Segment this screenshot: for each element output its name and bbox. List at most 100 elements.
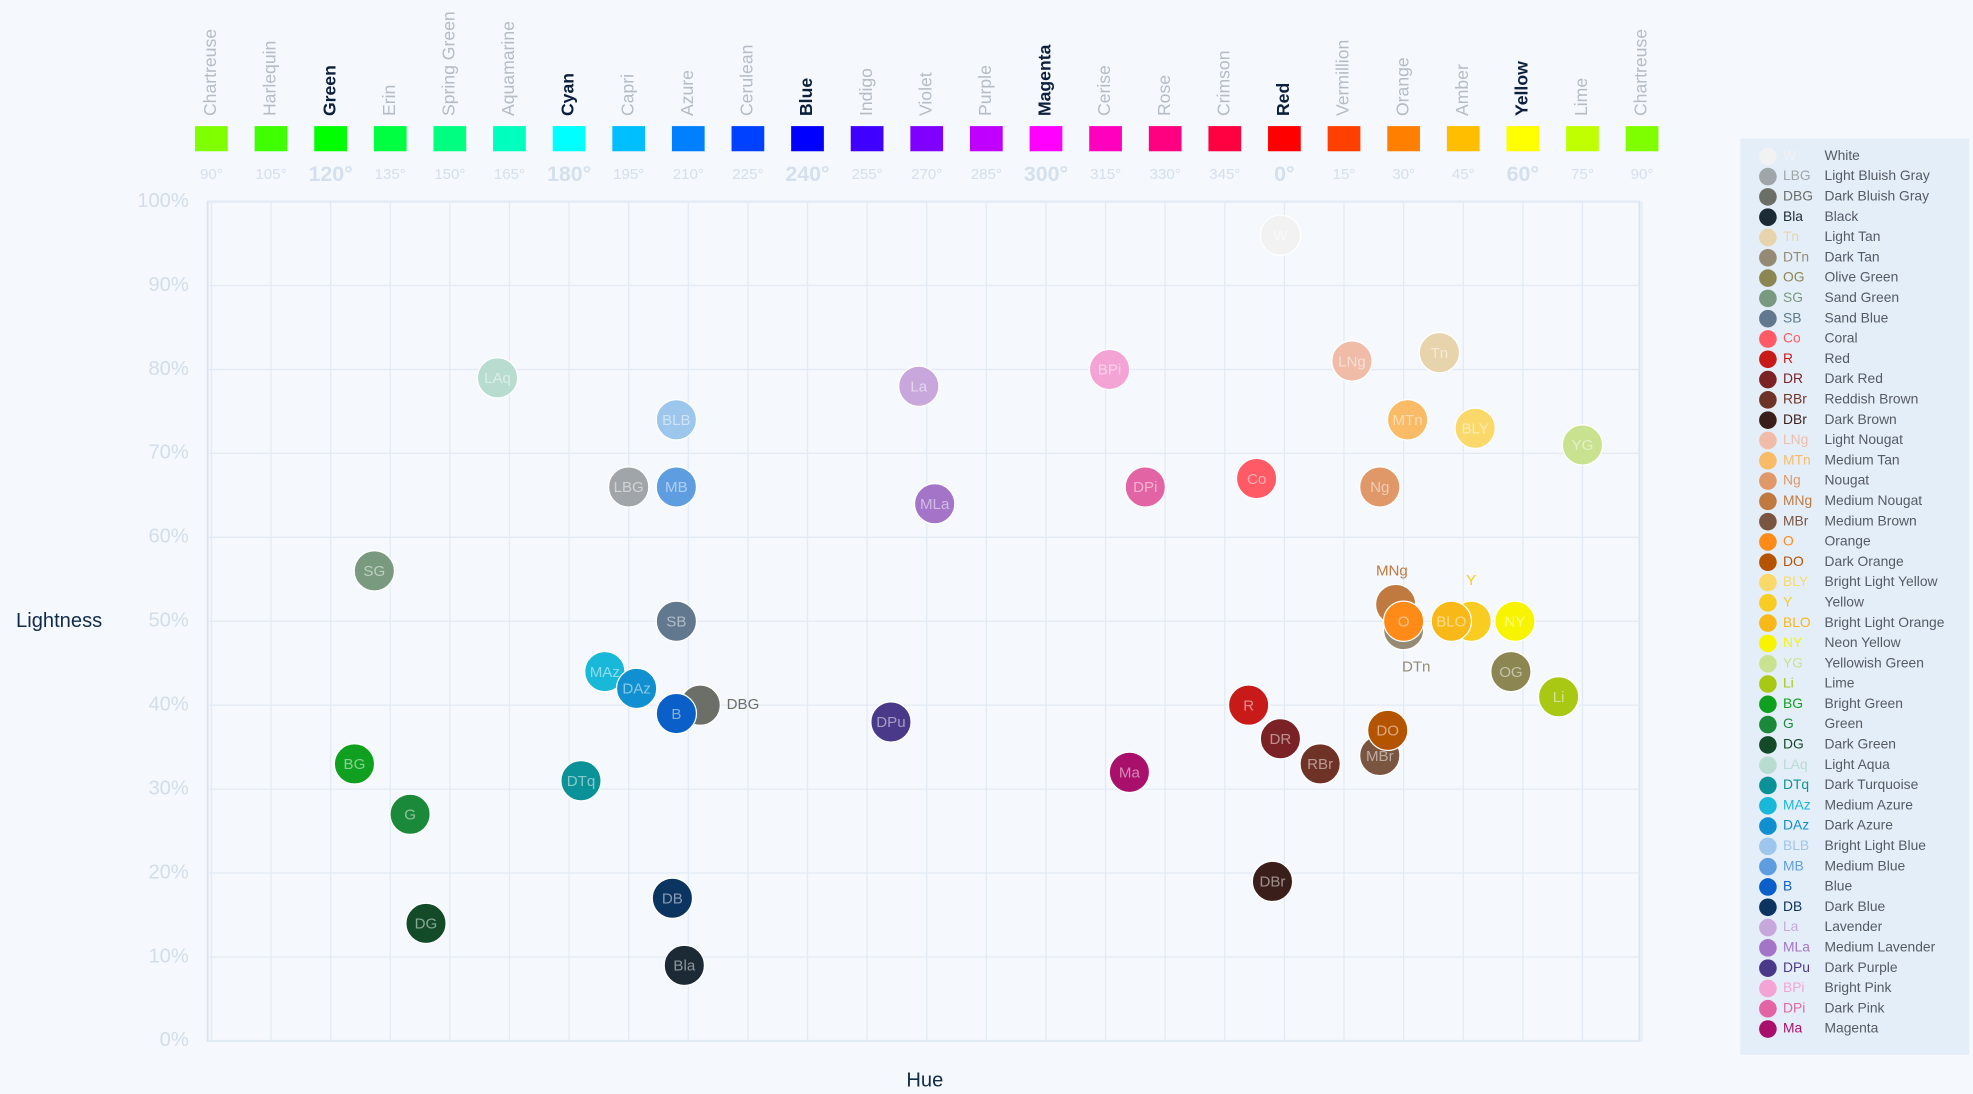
legend-swatch: [1759, 451, 1777, 470]
x-tick-label: 45°: [1452, 166, 1475, 183]
hue-name: Amber: [1452, 64, 1472, 116]
point: [1454, 407, 1496, 449]
legend-swatch: [1759, 1020, 1777, 1038]
legend-label: Light Aqua: [1825, 756, 1891, 772]
point-label: DTn: [1402, 658, 1431, 675]
legend-abbr: YG: [1783, 654, 1803, 670]
legend-label: Dark Pink: [1825, 999, 1885, 1015]
x-tick-label: 165°: [494, 166, 525, 183]
x-tick-label: 345°: [1209, 166, 1240, 183]
point-label: MNg: [1376, 563, 1408, 580]
hue-name: Magenta: [1035, 44, 1055, 116]
legend-abbr: DPu: [1783, 959, 1810, 975]
y-tick-label: 90%: [148, 274, 188, 296]
x-tick-label: 300°: [1024, 162, 1068, 186]
point: [1259, 717, 1302, 760]
legend-swatch: [1759, 999, 1777, 1018]
x-tick-label: 285°: [971, 166, 1002, 183]
hue-name: Capri: [617, 74, 637, 116]
point-label: B: [671, 706, 681, 723]
legend-abbr: Ma: [1783, 1020, 1803, 1036]
x-tick-label: 75°: [1571, 166, 1594, 183]
point-label: MB: [665, 479, 688, 496]
y-tick-label: 20%: [148, 861, 188, 883]
x-tick-label: 210°: [673, 166, 704, 183]
x-axis-label: Hue: [906, 1069, 943, 1091]
point: [1124, 466, 1167, 508]
legend-label: Coral: [1825, 330, 1858, 346]
legend-swatch: [1759, 391, 1777, 409]
hue-name: Cyan: [558, 73, 578, 116]
x-tick-label: 225°: [732, 166, 763, 183]
legend-abbr: OG: [1783, 269, 1805, 285]
legend-swatch: [1759, 370, 1777, 389]
point-label: NY: [1504, 613, 1525, 630]
legend-label: Olive Green: [1825, 269, 1899, 285]
point-label: G: [404, 807, 416, 824]
point-label: Co: [1247, 471, 1266, 488]
legend-swatch: [1759, 817, 1777, 835]
legend-label: Neon Yellow: [1825, 634, 1902, 650]
legend-abbr: DAz: [1783, 817, 1809, 833]
legend-swatch: [1759, 472, 1777, 490]
legend-swatch: [1759, 573, 1777, 592]
x-tick-label: 30°: [1392, 166, 1415, 183]
hue-swatch: [1148, 126, 1182, 152]
hue-swatch: [1327, 126, 1361, 152]
hue-swatch: [254, 126, 288, 152]
legend-label: Red: [1825, 350, 1850, 366]
point-label: DBG: [727, 696, 760, 713]
point-label: La: [910, 378, 927, 395]
legend-abbr: BG: [1783, 695, 1803, 711]
legend-label: Bright Light Orange: [1825, 614, 1945, 630]
legend-swatch: [1759, 715, 1777, 734]
legend-swatch: [1759, 898, 1777, 917]
x-tick-label: 270°: [911, 166, 942, 183]
legend-label: Light Nougat: [1825, 431, 1904, 447]
point-label: DPu: [876, 714, 905, 731]
legend-label: Dark Bluish Gray: [1825, 188, 1930, 204]
point-label: SG: [363, 563, 385, 580]
legend-label: Light Tan: [1825, 228, 1881, 244]
point: [913, 482, 956, 525]
point: [655, 466, 698, 508]
legend-label: Bright Light Blue: [1825, 837, 1927, 853]
legend-abbr: DG: [1783, 736, 1804, 752]
legend-swatch: [1759, 411, 1777, 429]
legend-swatch: [1759, 695, 1777, 714]
legend-abbr: R: [1783, 350, 1793, 366]
legend-abbr: MBr: [1783, 512, 1809, 528]
point-label: LAq: [484, 370, 511, 387]
hue-swatch: [969, 126, 1003, 152]
hue-name: Cerise: [1094, 65, 1114, 116]
x-tick-label: 0°: [1274, 162, 1294, 186]
point-label: BLY: [1461, 420, 1488, 437]
x-tick-label: 60°: [1507, 162, 1539, 186]
x-tick-label: 195°: [613, 166, 644, 183]
point: [1418, 331, 1461, 374]
legend-swatch: [1759, 796, 1777, 815]
point: [353, 550, 396, 592]
hue-name: Azure: [677, 70, 697, 116]
legend-label: Dark Red: [1825, 370, 1883, 386]
y-tick-label: 100%: [137, 190, 189, 212]
legend-label: Orange: [1825, 533, 1871, 549]
point-label: W: [1273, 227, 1288, 244]
point: [1251, 860, 1294, 903]
legend-swatch: [1759, 756, 1777, 774]
legend-swatch: [1759, 736, 1777, 754]
legend-abbr: MB: [1783, 857, 1804, 873]
legend-swatch: [1759, 979, 1777, 998]
legend-label: Medium Tan: [1825, 451, 1900, 467]
point-label: BLO: [1436, 613, 1466, 630]
y-tick-label: 60%: [148, 526, 188, 548]
legend-label: Yellow: [1825, 593, 1865, 609]
legend-swatch: [1759, 330, 1777, 348]
x-tick-label: 120°: [309, 162, 353, 186]
x-tick-label: 105°: [255, 166, 286, 183]
hue-name: Blue: [796, 78, 816, 116]
legend-label: Dark Turquoise: [1825, 776, 1919, 792]
legend-abbr: BLO: [1783, 614, 1811, 630]
hue-swatch: [671, 126, 705, 152]
point-label: Ng: [1370, 479, 1389, 496]
